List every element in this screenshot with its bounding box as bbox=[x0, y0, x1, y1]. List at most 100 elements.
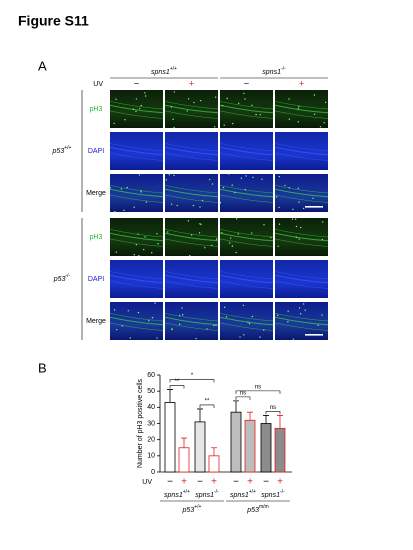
error-bar bbox=[263, 415, 269, 424]
significance-label: ns bbox=[240, 390, 246, 396]
nucleus-dot bbox=[144, 236, 146, 238]
nucleus-dot bbox=[245, 175, 247, 177]
tissue-line bbox=[274, 104, 329, 114]
nucleus-dot bbox=[123, 209, 125, 212]
micrograph bbox=[109, 132, 164, 170]
nucleus-dot bbox=[287, 321, 289, 323]
tissue-line bbox=[219, 274, 274, 284]
nucleus-dot bbox=[156, 233, 158, 235]
nucleus-dot bbox=[193, 101, 195, 104]
y-tick-label: 40 bbox=[147, 404, 155, 411]
image bbox=[220, 260, 273, 298]
nucleus-dot bbox=[154, 302, 156, 304]
error-bar bbox=[247, 411, 253, 421]
nucleus-dot bbox=[181, 314, 184, 316]
nucleus-dot bbox=[263, 224, 265, 226]
tissue-line bbox=[274, 143, 329, 152]
image bbox=[220, 174, 273, 212]
tissue-line bbox=[274, 185, 329, 194]
y-tick-label: 60 bbox=[147, 372, 155, 379]
nucleus-dot bbox=[140, 104, 142, 107]
nucleus-dot bbox=[148, 319, 150, 322]
tissue-line bbox=[164, 110, 219, 119]
nucleus-dot bbox=[295, 225, 298, 228]
tissue-line bbox=[274, 280, 329, 289]
tissue-line bbox=[109, 271, 164, 280]
tissue-line bbox=[109, 152, 164, 161]
tissue-line bbox=[164, 152, 219, 161]
nucleus-dot bbox=[244, 98, 246, 100]
superscript: +/+ bbox=[170, 66, 177, 72]
figure-title: Figure S11 bbox=[18, 13, 89, 29]
significance-label: ns bbox=[270, 405, 276, 411]
superscript: +/+ bbox=[64, 145, 71, 151]
nucleus-dot bbox=[317, 324, 319, 327]
nucleus-dot bbox=[278, 206, 280, 209]
panel-label: B bbox=[38, 360, 47, 375]
tissue-line bbox=[164, 280, 219, 289]
micrograph bbox=[274, 302, 329, 340]
nucleus-dot bbox=[292, 208, 294, 211]
nucleus-dot bbox=[323, 121, 325, 124]
nucleus-dot bbox=[178, 323, 181, 325]
tissue-line bbox=[164, 322, 219, 331]
tissue-line bbox=[274, 188, 329, 198]
nucleus-dot bbox=[121, 325, 123, 327]
tissue-line bbox=[164, 146, 219, 156]
tissue-line bbox=[109, 146, 164, 156]
nucleus-dot bbox=[295, 236, 298, 239]
superscript: m/m bbox=[259, 504, 269, 510]
tissue-line bbox=[164, 271, 219, 280]
nucleus-dot bbox=[223, 124, 225, 126]
nucleus-dot bbox=[221, 232, 223, 234]
tissue-line bbox=[274, 313, 329, 322]
tissue-line bbox=[274, 271, 329, 280]
micrograph bbox=[109, 174, 164, 213]
nucleus-dot bbox=[151, 252, 153, 254]
nucleus-dot bbox=[234, 191, 236, 194]
significance-label: * bbox=[191, 373, 194, 379]
superscript: +/+ bbox=[194, 504, 201, 510]
nucleus-dot bbox=[115, 98, 117, 100]
micrograph bbox=[109, 90, 164, 128]
micrograph bbox=[274, 260, 329, 298]
tissue-line bbox=[274, 110, 329, 119]
nucleus-dot bbox=[215, 324, 217, 326]
nucleus-dot bbox=[204, 247, 206, 249]
nucleus-dot bbox=[151, 316, 154, 319]
nucleus-dot bbox=[140, 190, 142, 192]
nucleus-dot bbox=[195, 337, 197, 340]
image bbox=[220, 90, 273, 128]
nucleus-dot bbox=[171, 328, 173, 330]
nucleus-dot bbox=[275, 196, 278, 198]
nucleus-dot bbox=[144, 95, 147, 97]
micrograph bbox=[219, 218, 274, 256]
significance-label: ns bbox=[255, 384, 261, 390]
nucleus-dot bbox=[126, 186, 128, 189]
scale-bar bbox=[305, 334, 323, 336]
image bbox=[275, 174, 328, 212]
tissue-line bbox=[274, 229, 329, 238]
nucleus-dot bbox=[259, 114, 261, 116]
tissue-line bbox=[219, 229, 274, 238]
tissue-line bbox=[164, 101, 219, 110]
row-label: DAPI bbox=[88, 148, 104, 155]
nucleus-dot bbox=[302, 207, 305, 210]
image bbox=[165, 174, 218, 212]
image bbox=[110, 260, 163, 298]
group-label: spns1+/+ bbox=[164, 489, 190, 499]
nucleus-dot bbox=[287, 310, 289, 312]
micrograph bbox=[164, 174, 219, 212]
nucleus-dot bbox=[138, 174, 141, 176]
nucleus-dot bbox=[199, 99, 202, 102]
nucleus-dot bbox=[124, 118, 126, 121]
image bbox=[275, 260, 328, 298]
error-bar bbox=[277, 415, 283, 429]
image bbox=[165, 218, 218, 256]
nucleus-dot bbox=[145, 201, 148, 203]
tissue-line bbox=[109, 110, 164, 119]
nucleus-dot bbox=[172, 118, 174, 121]
nucleus-dot bbox=[144, 92, 146, 94]
nucleus-dot bbox=[190, 234, 193, 236]
